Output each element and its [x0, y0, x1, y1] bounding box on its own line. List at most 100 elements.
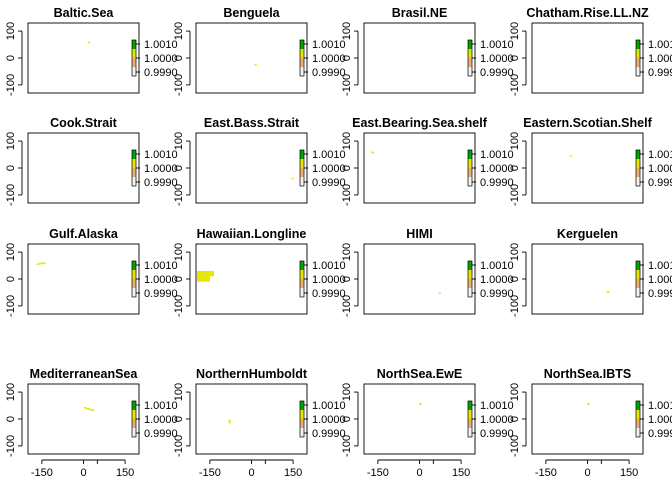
legend-color-swatch — [132, 159, 136, 168]
y-axis: -100 0 100 — [341, 22, 359, 96]
x-tick-label: 150 — [452, 467, 470, 479]
plot-frame — [27, 22, 140, 94]
legend-color-swatch — [468, 67, 472, 76]
panel-title: East.Bearing.Sea.shelf — [352, 116, 488, 130]
y-tick-label: 100 — [341, 383, 353, 401]
plot-frame — [363, 22, 476, 94]
data-point — [90, 409, 93, 411]
y-tick-label: 0 — [173, 165, 185, 171]
legend-tick-label: 1.0000 — [144, 163, 178, 175]
y-tick-label: -100 — [341, 435, 353, 457]
x-tick-label: -150 — [367, 467, 389, 479]
y-tick-label: 0 — [5, 276, 17, 282]
legend-color-swatch — [468, 159, 472, 168]
y-axis: -100 0 100 — [5, 132, 23, 206]
data-cell — [228, 419, 231, 424]
legend-tick-label: 0.9990 — [648, 67, 672, 79]
data-point — [88, 408, 91, 410]
legend-tick-label: 1.0000 — [480, 53, 514, 65]
panel-title: Baltic.Sea — [54, 6, 115, 20]
x-tick-label: 150 — [284, 467, 302, 479]
y-axis: -100 0 100 — [5, 383, 23, 457]
legend-tick-label: 1.0010 — [480, 39, 514, 51]
legend-tick-label: 1.0010 — [144, 149, 178, 161]
color-legend: 1.0010 1.0000 0.9990 — [467, 39, 514, 79]
legend-tick-label: 1.0000 — [312, 274, 346, 286]
legend-color-swatch — [468, 168, 472, 177]
legend-tick-label: 0.9990 — [144, 428, 178, 440]
legend-color-swatch — [636, 419, 640, 428]
panel-northsea-ewe: NorthSea.EwE -100 0 100 -150 0 150 1.0010 1.0000… — [341, 367, 514, 479]
legend-color-swatch — [636, 270, 640, 279]
y-tick-label: 100 — [509, 132, 521, 150]
y-tick-label: -100 — [173, 184, 185, 206]
x-tick-label: 0 — [80, 467, 86, 479]
legend-color-swatch — [300, 261, 304, 270]
plot-frame — [195, 132, 308, 204]
legend-tick-label: 1.0000 — [144, 414, 178, 426]
plot-frame — [27, 132, 140, 204]
legend-tick-label: 1.0000 — [648, 274, 672, 286]
y-tick-label: 100 — [173, 132, 185, 150]
legend-color-swatch — [300, 410, 304, 419]
legend-tick-label: 0.9990 — [312, 428, 346, 440]
legend-tick-label: 1.0010 — [144, 39, 178, 51]
y-tick-label: -100 — [341, 184, 353, 206]
legend-tick-label: 0.9990 — [480, 67, 514, 79]
panel-title: NorthSea.EwE — [377, 367, 462, 381]
legend-tick-label: 1.0010 — [480, 260, 514, 272]
panel-title: Hawaiian.Longline — [197, 227, 307, 241]
legend-color-swatch — [636, 261, 640, 270]
plot-frame — [531, 132, 644, 204]
legend-color-swatch — [300, 40, 304, 49]
data-point — [291, 177, 294, 180]
y-tick-label: 100 — [341, 132, 353, 150]
legend-tick-label: 1.0010 — [312, 260, 346, 272]
legend-tick-label: 0.9990 — [144, 67, 178, 79]
y-axis: -100 0 100 — [5, 22, 23, 96]
legend-color-swatch — [468, 49, 472, 58]
legend-color-swatch — [468, 150, 472, 159]
x-axis: -150 0 150 — [31, 459, 134, 479]
legend-color-swatch — [132, 261, 136, 270]
y-tick-label: 100 — [5, 383, 17, 401]
y-axis: -100 0 100 — [5, 243, 23, 317]
legend-tick-label: 1.0010 — [648, 400, 672, 412]
legend-tick-label: 1.0000 — [312, 53, 346, 65]
y-tick-label: -100 — [5, 74, 17, 96]
legend-color-swatch — [636, 401, 640, 410]
data-point — [438, 292, 441, 295]
data-point — [419, 403, 422, 405]
legend-color-swatch — [300, 428, 304, 437]
y-axis: -100 0 100 — [173, 22, 191, 96]
plot-frame — [363, 383, 476, 455]
legend-color-swatch — [132, 150, 136, 159]
panel-title: NorthernHumboldt — [196, 367, 308, 381]
color-legend: 1.0010 1.0000 0.9990 — [131, 39, 178, 79]
color-legend: 1.0010 1.0000 0.9990 — [467, 400, 514, 440]
x-tick-label: 0 — [248, 467, 254, 479]
data-point — [83, 406, 86, 409]
x-axis: -150 0 150 — [535, 459, 638, 479]
y-tick-label: 100 — [173, 383, 185, 401]
y-tick-label: 0 — [173, 55, 185, 61]
y-tick-label: -100 — [509, 435, 521, 457]
legend-color-swatch — [636, 428, 640, 437]
x-tick-label: -150 — [199, 467, 221, 479]
panel-eastern-scotian-shelf: Eastern.Scotian.Shelf -100 0 100 1.0010 1.000… — [509, 116, 672, 206]
color-legend: 1.0010 1.0000 0.9990 — [635, 149, 672, 189]
legend-color-swatch — [468, 58, 472, 67]
legend-color-swatch — [636, 58, 640, 67]
data-point — [371, 151, 374, 154]
legend-color-swatch — [132, 401, 136, 410]
panel-kerguelen: Kerguelen -100 0 100 1.0010 1.0000 0.9990 — [509, 227, 672, 317]
data-point — [41, 262, 44, 264]
legend-color-swatch — [132, 168, 136, 177]
data-point — [86, 408, 89, 410]
legend-tick-label: 0.9990 — [312, 67, 346, 79]
legend-color-swatch — [636, 279, 640, 288]
plot-frame — [27, 243, 140, 315]
data-point — [569, 155, 572, 157]
legend-tick-label: 1.0000 — [480, 414, 514, 426]
color-legend: 1.0010 1.0000 0.9990 — [635, 260, 672, 300]
